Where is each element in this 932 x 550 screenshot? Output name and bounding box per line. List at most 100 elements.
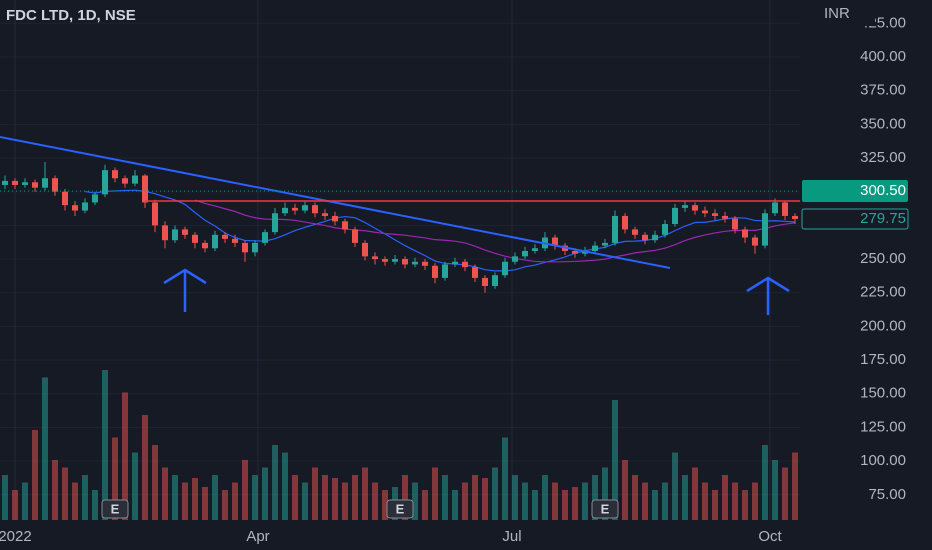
volume-bar — [122, 392, 128, 520]
volume-bar — [362, 467, 368, 520]
event-label: E — [601, 501, 610, 516]
volume-bar — [202, 487, 208, 520]
volume-bar — [22, 482, 28, 520]
candle-body — [392, 259, 398, 262]
candle-body — [492, 275, 498, 286]
candle-layer — [2, 162, 798, 293]
candle-body — [682, 205, 688, 208]
candle-body — [92, 194, 98, 203]
volume-bar — [262, 467, 268, 520]
candle-body — [612, 215, 618, 243]
volume-bar — [182, 482, 188, 520]
volume-bar — [502, 437, 508, 520]
volume-bar — [212, 475, 218, 520]
candle-body — [472, 267, 478, 278]
volume-bar — [92, 490, 98, 520]
candle-body — [482, 277, 488, 286]
volume-bar — [2, 475, 8, 520]
volume-bar — [112, 437, 118, 520]
event-marker — [591, 499, 619, 519]
candle-body — [742, 229, 748, 238]
candle-body — [662, 224, 668, 235]
currency: INR — [824, 5, 850, 22]
volume-bar — [422, 490, 428, 520]
candle-body — [42, 178, 48, 188]
volume-bar — [602, 467, 608, 520]
y-tick-label: 150.00 — [860, 385, 906, 402]
candle-body — [792, 215, 798, 219]
volume-bar — [512, 475, 518, 520]
volume-bar — [192, 478, 198, 520]
candle-body — [522, 250, 528, 257]
volume-bar — [782, 467, 788, 520]
candle-body — [242, 242, 248, 253]
candle-body — [462, 261, 468, 268]
price-label-box — [801, 208, 909, 230]
volume-bar — [672, 452, 678, 520]
volume-bar — [272, 445, 278, 520]
y-tick-label: 200.00 — [860, 317, 906, 334]
volume-bar — [522, 482, 528, 520]
volume-bar — [72, 482, 78, 520]
volume-bar — [682, 475, 688, 520]
volume-bar — [492, 467, 498, 520]
candle-body — [422, 261, 428, 266]
volume-bar — [252, 475, 258, 520]
volume-bar — [102, 370, 108, 520]
volume-bar — [302, 482, 308, 520]
candle-body — [252, 242, 258, 253]
event-marker — [101, 499, 129, 519]
volume-bar — [402, 475, 408, 520]
candle-body — [152, 202, 158, 226]
y-tick-label: 325.00 — [860, 149, 906, 166]
volume-bar — [12, 490, 18, 520]
event-label: E — [396, 501, 405, 516]
y-tick-label: 175.00 — [860, 351, 906, 368]
candle-body — [2, 180, 8, 185]
volume-bar — [712, 490, 718, 520]
volume-bar — [482, 478, 488, 520]
y-tick-label: 350.00 — [860, 115, 906, 132]
candle-body — [272, 213, 278, 233]
volume-bar — [152, 445, 158, 520]
candle-body — [302, 205, 308, 211]
candle-body — [702, 210, 708, 214]
candle-body — [602, 242, 608, 246]
volume-bar — [472, 475, 478, 520]
candle-body — [132, 175, 138, 184]
volume-bar — [762, 445, 768, 520]
x-tick-label: Jul — [502, 528, 521, 545]
candle-body — [652, 234, 658, 241]
candle-body — [262, 232, 268, 243]
candle-body — [632, 229, 638, 235]
grid — [0, 0, 800, 520]
candle-body — [442, 264, 448, 278]
volume-bar — [432, 467, 438, 520]
volume-bar — [742, 490, 748, 520]
candle-body — [532, 248, 538, 251]
currency-bg — [815, 2, 875, 26]
volume-layer — [2, 370, 798, 520]
volume-bar — [352, 475, 358, 520]
candle-body — [192, 234, 198, 243]
event-label: E — [111, 501, 120, 516]
volume-bar — [552, 482, 558, 520]
volume-bar — [462, 482, 468, 520]
candle-body — [182, 229, 188, 235]
candle-body — [642, 234, 648, 241]
candle-body — [752, 237, 758, 246]
volume-bar — [342, 482, 348, 520]
volume-bar — [592, 475, 598, 520]
volume-bar — [282, 452, 288, 520]
x-tick-label: Oct — [758, 528, 782, 545]
volume-bar — [132, 452, 138, 520]
candle-body — [22, 182, 28, 185]
volume-bar — [32, 430, 38, 520]
volume-bar — [442, 475, 448, 520]
volume-bar — [582, 482, 588, 520]
candle-body — [382, 259, 388, 262]
y-tick-label: 100.00 — [860, 452, 906, 469]
y-tick-label: 250.00 — [860, 250, 906, 267]
axis-bg — [800, 0, 932, 550]
